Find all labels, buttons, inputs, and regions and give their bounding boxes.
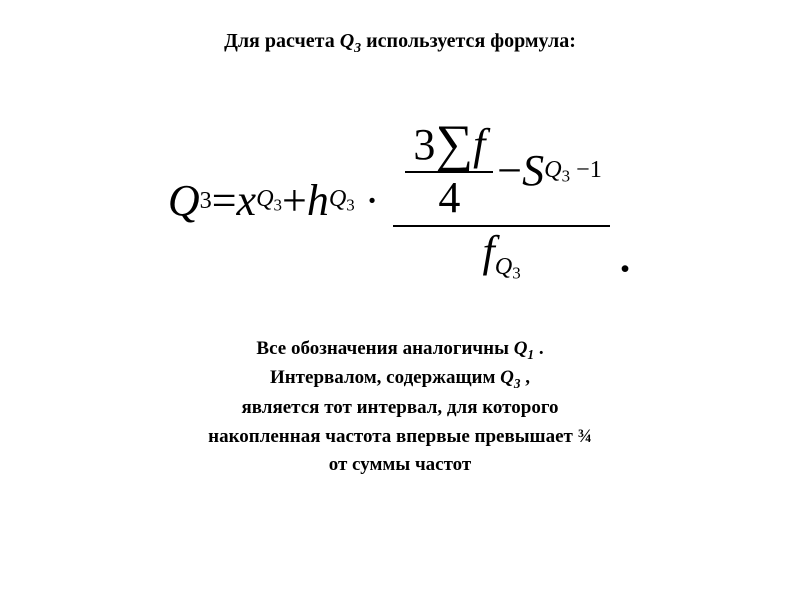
description: Все обозначения аналогичны Q1 . Интервал… [208, 335, 592, 480]
desc-line-4: накопленная частота впервые превышает ¾ [208, 423, 592, 452]
inner-f: f [473, 122, 485, 168]
title-var: Q [340, 30, 354, 52]
den-f-sub: Q3 [495, 253, 521, 280]
inner-num-row: 3∑ f [413, 121, 485, 169]
outer-num-row: 3∑ f 4 − SQ3 −1 [401, 119, 601, 223]
Q: Q [168, 175, 200, 226]
l1-var: Q [514, 338, 528, 359]
l2-sub: 3 [514, 376, 521, 391]
desc-line-5: от суммы частот [208, 451, 592, 480]
sigma-icon: ∑ [435, 121, 473, 169]
equals: = [212, 175, 237, 226]
h-sub-3: 3 [346, 196, 354, 215]
title-pre: Для расчета [224, 30, 340, 52]
outer-den: fQ3 [475, 227, 529, 285]
title-line: Для расчета Q3 используется формула: [224, 30, 576, 57]
plus: + [282, 175, 307, 226]
desc-line-1: Все обозначения аналогичны Q1 . [208, 335, 592, 365]
inner-num: 3∑ f [405, 119, 493, 171]
h-sub-Q: Q [329, 185, 346, 212]
Q-sub-num: 3 [200, 187, 212, 214]
outer-fraction: 3∑ f 4 − SQ3 −1 fQ3 [393, 117, 609, 285]
l2-post: , [521, 367, 531, 388]
S-sub-3: 3 [562, 166, 570, 185]
l1-pre: Все обозначения аналогичны [256, 338, 513, 359]
S-sub-Q: Q [544, 156, 561, 183]
l1-post: . [534, 338, 544, 359]
x-sub-Q: Q [256, 185, 273, 212]
formula-row: Q3 = xQ3 + hQ3 · 3∑ f 4 [168, 117, 632, 285]
S: S [522, 148, 544, 194]
formula: Q3 = xQ3 + hQ3 · 3∑ f 4 [168, 117, 632, 285]
inner-den: 4 [430, 173, 468, 223]
S-sub: Q3 −1 [544, 157, 602, 186]
den-3: 3 [512, 264, 520, 283]
den-f: f [483, 227, 495, 276]
x-sub: Q3 [256, 185, 282, 216]
desc-line-2: Интервалом, содержащим Q3 , [208, 364, 592, 394]
S-sub-tail: −1 [570, 156, 602, 183]
outer-num: 3∑ f 4 − SQ3 −1 [393, 117, 609, 225]
desc-line-3: является тот интервал, для которого [208, 394, 592, 423]
Q-sub: 3 [200, 187, 212, 215]
l2-pre: Интервалом, содержащим [270, 367, 500, 388]
l2-var: Q [500, 367, 514, 388]
inner-fraction: 3∑ f 4 [405, 119, 493, 223]
x-sub-3: 3 [274, 196, 282, 215]
dot: · [365, 175, 380, 226]
formula-period: . [618, 220, 632, 285]
h: h [307, 175, 329, 226]
title-post: используется формула: [361, 30, 576, 52]
x: x [237, 175, 257, 226]
minus: − [497, 148, 522, 194]
inner-3: 3 [413, 122, 435, 168]
den-Q: Q [495, 253, 512, 280]
h-sub: Q3 [329, 185, 355, 216]
